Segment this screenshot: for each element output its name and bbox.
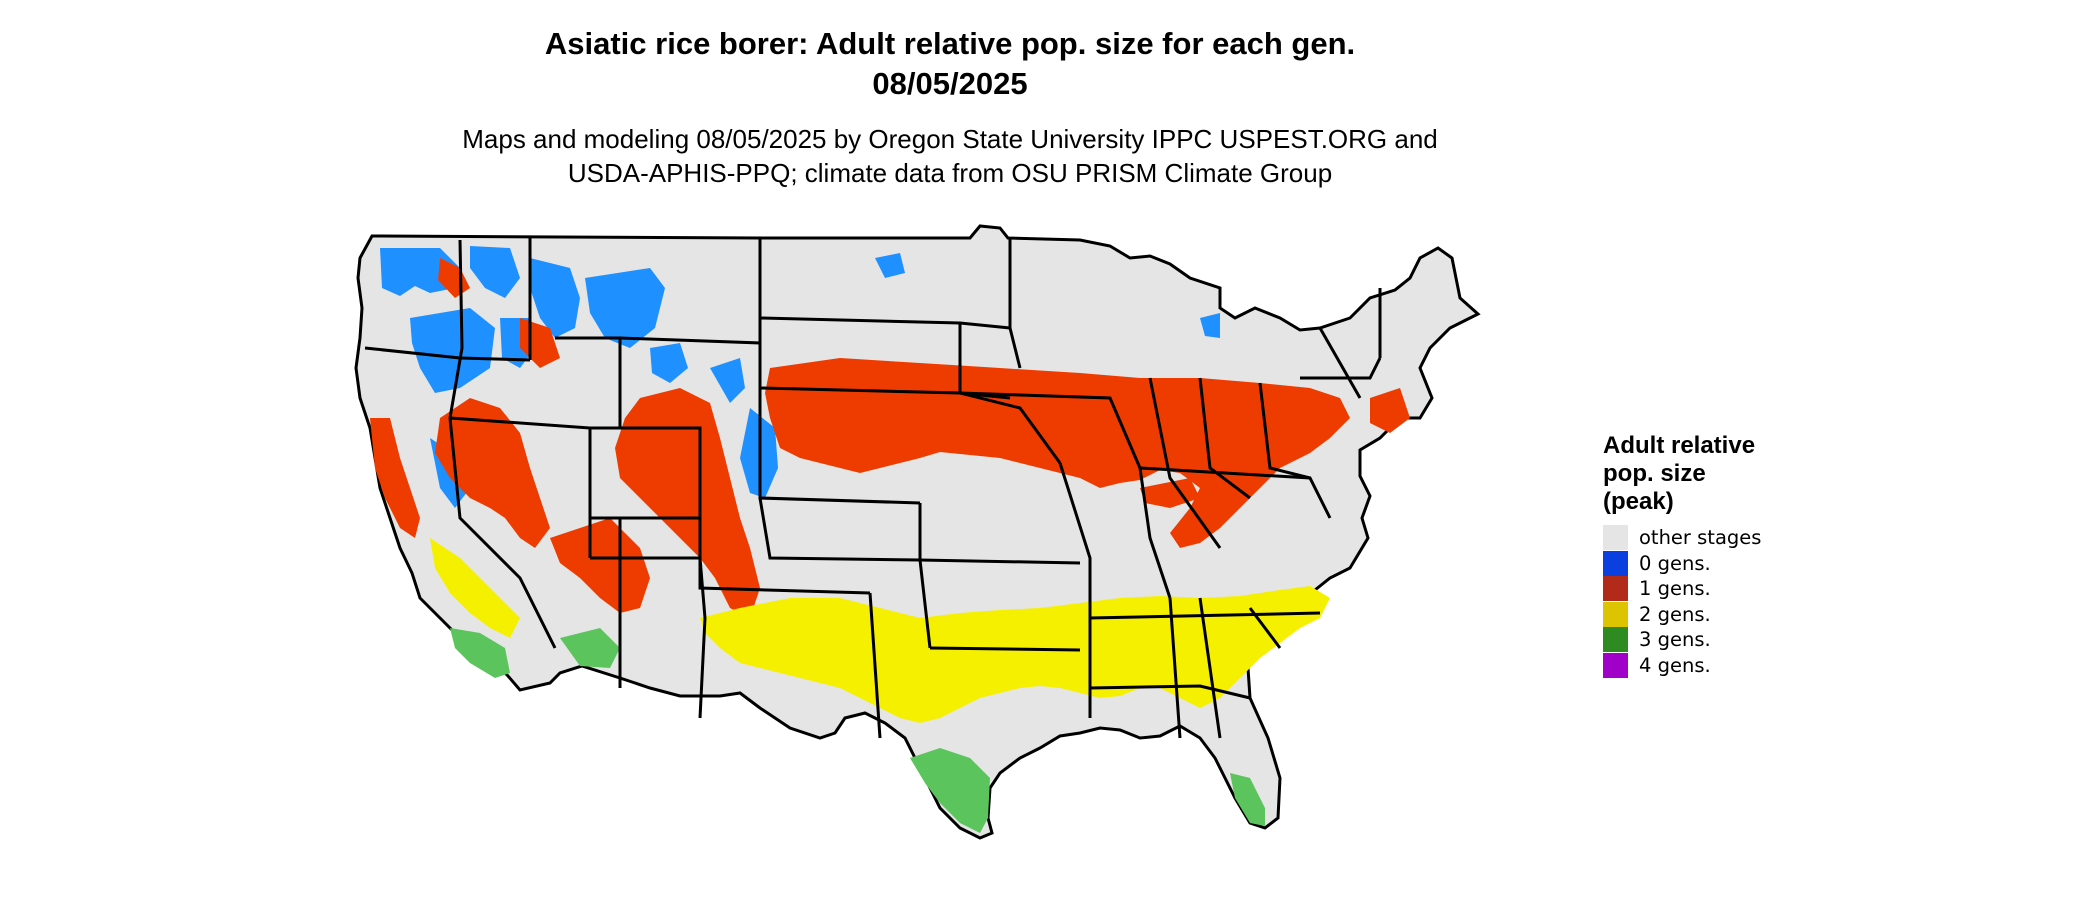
legend-title: Adult relative pop. size (peak): [1603, 432, 1823, 516]
legend-swatch: [1603, 525, 1628, 550]
legend-item-2-gens: 2 gens.: [1603, 600, 1823, 627]
legend-title-line1: Adult relative: [1603, 432, 1756, 459]
legend-label: 2 gens.: [1639, 602, 1711, 626]
legend-item-4-gens: 4 gens.: [1603, 651, 1823, 678]
three-gen-area: [450, 628, 1265, 833]
legend-item-other-stages: other stages: [1603, 523, 1823, 550]
legend-swatch: [1603, 576, 1628, 601]
legend-label: 3 gens.: [1639, 628, 1711, 651]
legend-swatch: [1603, 601, 1628, 627]
legend-label: 0 gens.: [1639, 551, 1711, 575]
legend-swatch: [1603, 550, 1628, 576]
legend-item-0-gens: 0 gens.: [1603, 549, 1823, 576]
legend-label: other stages: [1639, 526, 1762, 549]
map-title: Asiatic rice borer: Adult relative pop. …: [544, 26, 1356, 61]
legend-title-line3: (peak): [1603, 488, 1674, 515]
zero-gen-area: [380, 246, 1220, 508]
us-map: [354, 224, 1481, 840]
legend-item-1-gens: 1 gens.: [1603, 574, 1823, 601]
state-borders: [364, 238, 1382, 739]
legend-item-3-gens: 3 gens.: [1603, 625, 1823, 652]
map-date: 08/05/2025: [872, 66, 1028, 101]
legend-swatch: [1603, 627, 1628, 652]
legend-title-line2: pop. size: [1603, 460, 1706, 487]
legend: Adult relative pop. size (peak) other st…: [1603, 432, 1823, 678]
legend-swatch: [1603, 652, 1628, 678]
map-subtitle-line2: USDA-APHIS-PPQ; climate data from OSU PR…: [567, 158, 1333, 188]
legend-label: 1 gens.: [1639, 577, 1711, 600]
legend-label: 4 gens.: [1639, 653, 1711, 677]
map-subtitle-line1: Maps and modeling 08/05/2025 by Oregon S…: [462, 124, 1438, 154]
